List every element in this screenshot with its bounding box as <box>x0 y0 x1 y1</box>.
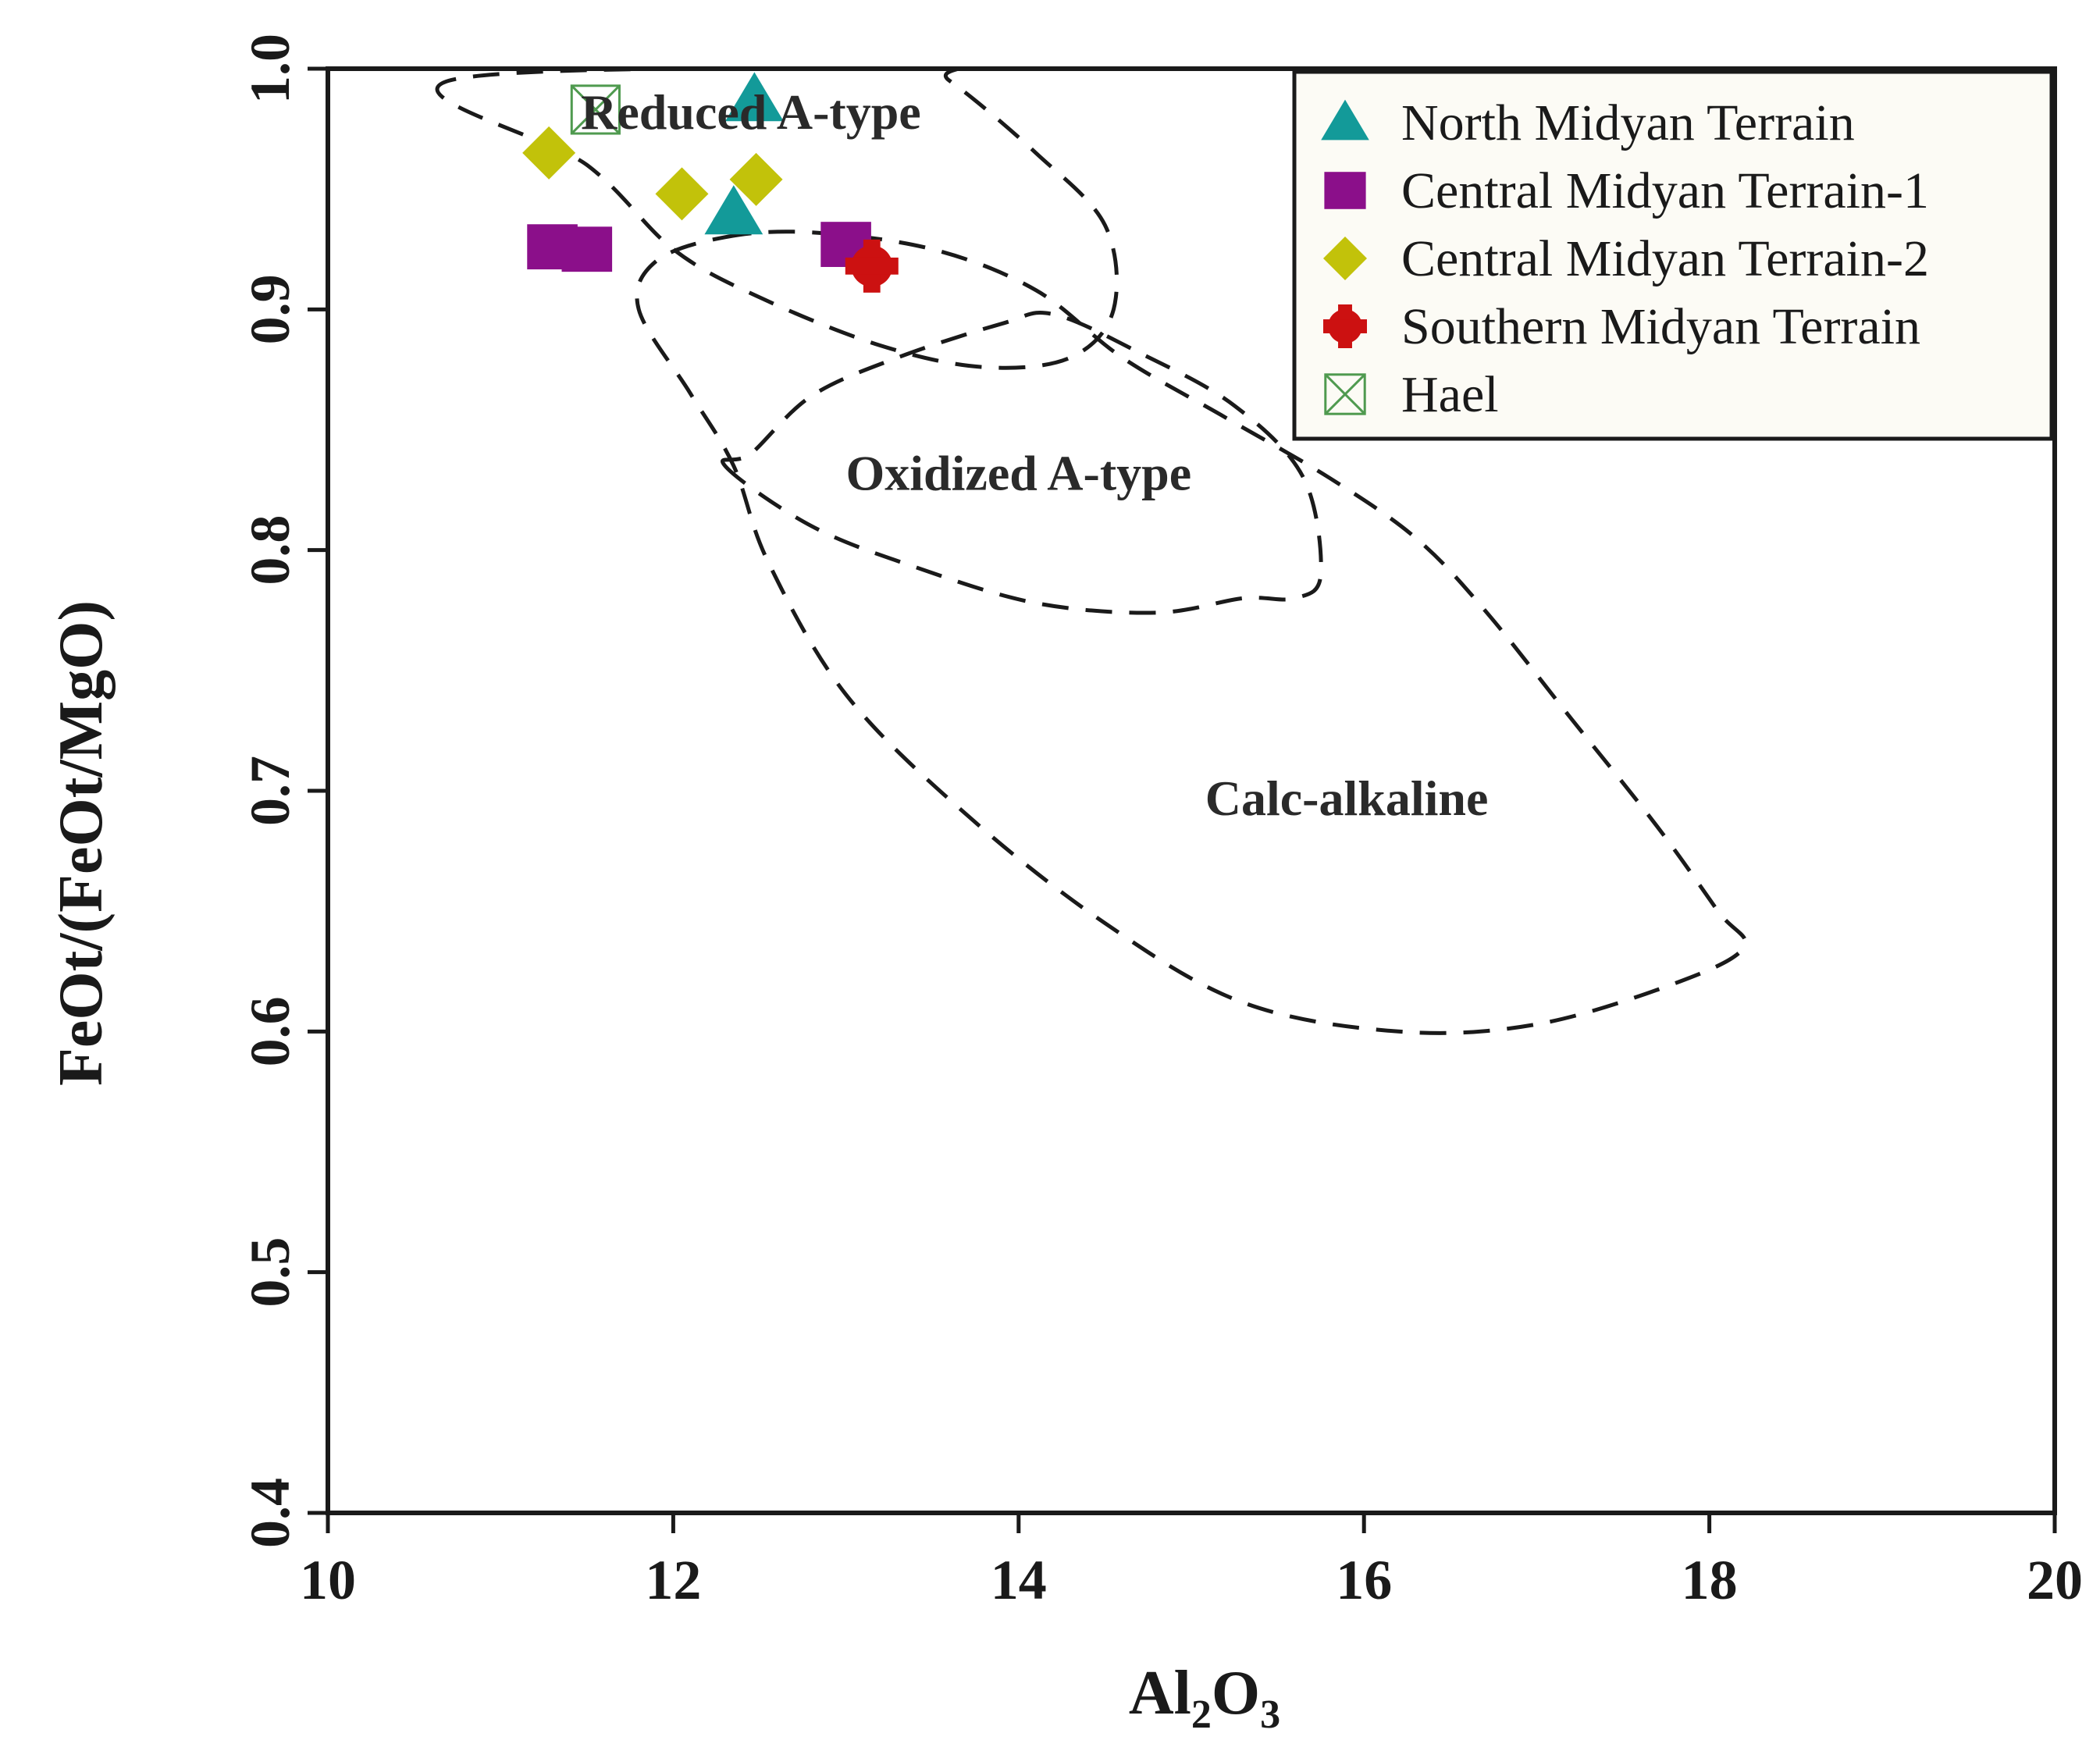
x-tick-label: 20 <box>2027 1549 2083 1611</box>
y-axis: 0.4 0.5 0.6 0.7 0.8 0.9 1.0 <box>239 34 328 1548</box>
y-axis-title: FeOt/(FeOt/MgO) <box>47 600 116 1086</box>
data-point-central-midyan-terrain-1 <box>561 226 613 272</box>
legend-marker-southern-midyan-terrain <box>1323 304 1367 348</box>
legend-label-central-midyan-terrain-2: Central Midyan Terrain-2 <box>1401 230 1929 287</box>
legend-marker-southern-midyan-terrain-hbar <box>1323 319 1367 333</box>
x-tick-label: 12 <box>645 1549 701 1611</box>
x-axis: 10 12 14 16 18 20 <box>300 1513 2083 1611</box>
region-label-reduced-a-type: Reduced A-type <box>581 84 921 140</box>
legend-marker-north-midyan-terrain <box>1321 99 1369 141</box>
region-boundary-reduced-a-type <box>435 69 1119 370</box>
x-tick-label: 16 <box>1336 1549 1392 1611</box>
legend-marker-hael-box <box>1324 373 1366 415</box>
legend-marker-hael-diag2 <box>1324 373 1366 415</box>
data-point-central-midyan-terrain-2 <box>729 152 783 206</box>
region-labels: Reduced A-type Oxidized A-type Calc-alkali… <box>581 84 1488 826</box>
data-point-north-midyan-terrain <box>724 72 784 122</box>
data-point-southern-midyan-terrain <box>845 239 899 293</box>
x-tick-label: 14 <box>991 1549 1047 1611</box>
legend-label-southern-midyan-terrain: Southern Midyan Terrain <box>1401 298 1920 355</box>
legend-marker-central-midyan-terrain-1 <box>1324 172 1366 209</box>
legend-items: North Midyan Terrain Central Midyan Terra… <box>1321 94 1929 423</box>
legend: North Midyan Terrain Central Midyan Terra… <box>1292 69 2054 441</box>
points-layer <box>522 72 899 293</box>
y-tick-label: 0.4 <box>239 1478 301 1548</box>
data-point-central-midyan-terrain-2 <box>655 167 709 221</box>
regions-layer <box>435 69 1748 1035</box>
x-tick-label: 18 <box>1682 1549 1738 1611</box>
x-tick-label: 10 <box>300 1549 356 1611</box>
legend-label-central-midyan-terrain-1: Central Midyan Terrain-1 <box>1401 162 1929 219</box>
data-point-southern-midyan-terrain-hbar <box>845 257 899 275</box>
region-boundary-calc-alkaline <box>635 230 1748 1035</box>
legend-label-north-midyan-terrain: North Midyan Terrain <box>1401 94 1855 151</box>
data-point-north-midyan-terrain <box>704 185 763 235</box>
data-point-central-midyan-terrain-2 <box>522 126 576 180</box>
data-point-hael <box>570 84 621 135</box>
region-label-oxidized-a-type: Oxidized A-type <box>845 446 1191 501</box>
y-tick-label: 0.8 <box>239 515 301 585</box>
y-tick-label: 0.9 <box>239 274 301 344</box>
y-tick-label: 1.0 <box>239 34 301 104</box>
legend-label-hael: Hael <box>1401 366 1499 423</box>
y-tick-label: 0.6 <box>239 996 301 1066</box>
y-tick-label: 0.7 <box>239 756 301 826</box>
legend-marker-hael <box>1324 373 1366 415</box>
region-label-calc-alkaline: Calc-alkaline <box>1205 771 1489 826</box>
x-axis-title: Al2O3 <box>1129 1659 1280 1737</box>
legend-marker-central-midyan-terrain-2 <box>1323 237 1367 280</box>
y-tick-label: 0.5 <box>239 1237 301 1308</box>
region-boundary-oxidized-a-type <box>721 310 1323 615</box>
legend-box <box>1292 69 2054 441</box>
data-point-hael-box <box>570 84 621 135</box>
data-point-hael-diag2 <box>571 84 621 135</box>
